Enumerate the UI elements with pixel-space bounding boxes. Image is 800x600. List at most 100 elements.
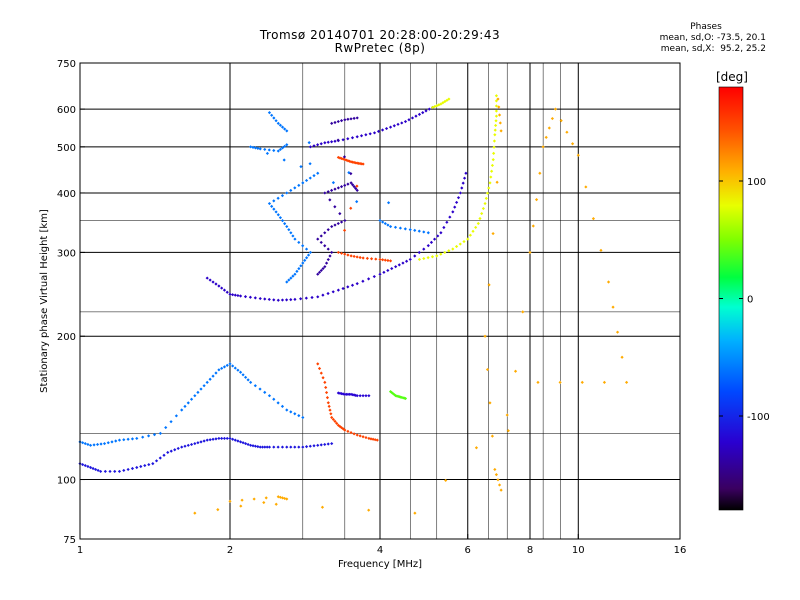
echo-point (492, 145, 496, 149)
echo-point (162, 453, 166, 457)
echo-point (319, 371, 323, 375)
echo-point (330, 140, 334, 144)
echo-point (272, 199, 276, 203)
echo-point (358, 255, 362, 260)
echo-point (339, 184, 344, 189)
echo-point (276, 298, 280, 302)
echo-point (169, 420, 173, 424)
echo-point (330, 224, 334, 229)
echo-point (333, 205, 337, 209)
echo-point (386, 268, 390, 273)
echo-point (293, 445, 297, 449)
echo-point (280, 125, 285, 129)
echo-point (278, 495, 283, 499)
echo-point (280, 298, 285, 302)
echo-point (243, 295, 248, 299)
echo-point (108, 469, 112, 474)
echo-point (439, 252, 443, 256)
echo-point (497, 113, 502, 117)
echo-point (202, 439, 206, 443)
echo-point (283, 221, 287, 226)
echo-point (301, 261, 305, 265)
echo-point (211, 280, 215, 284)
echo-point (270, 113, 274, 117)
echo-point (91, 466, 95, 471)
echo-point (375, 438, 379, 442)
echo-point (333, 187, 337, 191)
echo-point (378, 257, 382, 262)
echo-point (430, 255, 435, 259)
echo-point (355, 281, 359, 286)
echo-point (152, 433, 157, 437)
echo-point (403, 119, 408, 124)
echo-point (238, 440, 243, 444)
echo-point (352, 393, 356, 397)
echo-point (285, 191, 289, 195)
echo-point (384, 126, 389, 131)
echo-point (199, 440, 203, 444)
echo-point (493, 128, 497, 132)
echo-point (173, 448, 177, 452)
echo-point (336, 155, 340, 160)
echo-point (358, 434, 362, 438)
echo-point (189, 442, 194, 447)
echo-point (320, 505, 325, 509)
y-tick-label: 75 (63, 535, 76, 546)
echo-point (305, 256, 309, 260)
echo-point (373, 438, 377, 442)
echo-point (251, 444, 255, 448)
echo-point (388, 224, 393, 229)
echo-point (355, 394, 359, 398)
echo-point (355, 433, 359, 437)
echo-point (211, 374, 215, 378)
echo-point (301, 415, 305, 420)
echo-point (602, 380, 607, 384)
echo-point (86, 442, 90, 447)
echo-point (289, 231, 293, 235)
echo-point (584, 185, 588, 189)
echo-point (336, 119, 340, 124)
echo-point (267, 297, 271, 302)
echo-point (404, 259, 409, 263)
echo-point (336, 186, 340, 190)
echo-point (88, 443, 93, 447)
echo-point (372, 131, 377, 135)
echo-point (299, 297, 303, 301)
echo-point (183, 444, 187, 448)
echo-point (308, 176, 312, 180)
echo-point (106, 441, 110, 445)
echo-point (493, 133, 497, 137)
echo-point (485, 367, 490, 372)
echo-point (274, 502, 278, 506)
echo-point (265, 151, 270, 156)
echo-point (478, 216, 482, 221)
echo-point (354, 186, 358, 191)
echo-point (117, 438, 122, 442)
echo-point (225, 436, 229, 441)
echo-point (312, 444, 316, 448)
x-tick-label: 2 (227, 545, 233, 556)
echo-point (346, 137, 350, 141)
echo-point (325, 396, 330, 400)
echo-point (576, 153, 580, 157)
echo-point (413, 228, 417, 232)
echo-point (448, 215, 452, 219)
echo-point (398, 226, 403, 230)
echo-point (323, 380, 327, 384)
echo-point (283, 144, 287, 148)
echo-point (344, 158, 348, 162)
echo-point (365, 256, 369, 260)
echo-point (272, 397, 276, 401)
echo-point (183, 404, 187, 409)
echo-point (282, 158, 286, 162)
echo-point (99, 469, 103, 474)
echo-point (489, 175, 493, 179)
echo-point (461, 181, 465, 185)
echo-point (231, 293, 235, 297)
echo-point (323, 442, 327, 447)
echo-point (146, 434, 151, 438)
echo-point (341, 286, 345, 291)
echo-point (154, 459, 159, 463)
echo-point (388, 125, 393, 129)
echo-point (580, 380, 584, 384)
